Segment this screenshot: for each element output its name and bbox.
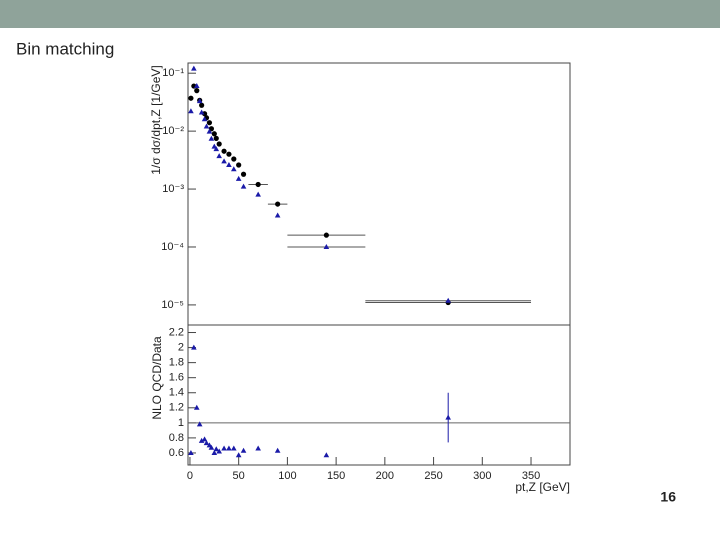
y-tick-label: 10⁻⁵ [161, 299, 184, 311]
y-tick-label: 1.6 [169, 372, 184, 384]
y-tick-label: 0.6 [169, 447, 184, 459]
data-point [188, 95, 194, 101]
prediction-point [193, 404, 200, 410]
data-point [211, 131, 217, 137]
prediction-point [211, 449, 218, 455]
y-tick-label: 10⁻² [162, 125, 184, 137]
x-axis-title: pt,Z [GeV] [515, 480, 570, 494]
prediction-point [274, 212, 281, 218]
prediction-point [206, 128, 213, 134]
prediction-point [226, 162, 232, 168]
prediction-point [445, 297, 451, 303]
prediction-point [445, 414, 451, 420]
data-point [221, 148, 227, 154]
y-axis-title: 1/σ dσ/dpt,Z [1/GeV] [149, 65, 163, 175]
prediction-point [193, 83, 200, 89]
data-point [236, 162, 242, 168]
page-number: 16 [660, 489, 676, 505]
y-tick-label: 1 [178, 417, 184, 429]
prediction-point [255, 191, 261, 197]
slide-title: Bin matching [16, 39, 114, 58]
x-tick-label: 150 [327, 470, 345, 482]
y-tick-label: 1.2 [169, 402, 184, 414]
prediction-point [221, 158, 227, 164]
prediction-point [235, 175, 242, 181]
y-tick-label: 2 [178, 341, 184, 353]
y-tick-label: 10⁻⁴ [161, 241, 184, 253]
y-tick-label: 10⁻³ [162, 183, 184, 195]
x-tick-label: 300 [473, 470, 491, 482]
data-point [231, 156, 237, 162]
data-point [275, 201, 281, 207]
prediction-point [231, 445, 237, 451]
prediction-point [196, 421, 203, 427]
prediction-point [235, 452, 242, 458]
y-tick-label: 0.8 [169, 432, 184, 444]
x-tick-label: 100 [278, 470, 296, 482]
prediction-point [191, 65, 197, 71]
y-tick-label: 2.2 [169, 326, 184, 338]
prediction-point [216, 153, 222, 159]
x-tick-label: 200 [376, 470, 394, 482]
data-point [213, 135, 219, 141]
x-tick-label: 0 [187, 470, 193, 482]
data-point [216, 141, 222, 147]
y-tick-label: 1.8 [169, 357, 184, 369]
data-point [240, 171, 247, 177]
prediction-point [221, 445, 227, 451]
data-point [255, 181, 261, 188]
data-point [206, 120, 213, 126]
prediction-point [203, 440, 210, 446]
prediction-point [323, 243, 330, 249]
header-bar [0, 0, 720, 28]
prediction-point [240, 183, 247, 189]
prediction-point [213, 146, 220, 152]
y-axis-title: NLO QCD/Data [150, 336, 164, 420]
prediction-point [255, 445, 261, 451]
plot-frame [187, 324, 571, 466]
data-point [323, 232, 329, 238]
prediction-point [198, 437, 205, 443]
prediction-point [188, 449, 194, 455]
x-tick-label: 50 [233, 470, 245, 482]
prediction-point [323, 452, 330, 458]
prediction-point [201, 116, 208, 122]
prediction-point [240, 447, 247, 453]
data-point [194, 88, 200, 94]
prediction-point [201, 436, 208, 442]
x-tick-label: 250 [424, 470, 442, 482]
prediction-point [274, 447, 281, 453]
prediction-point [213, 446, 220, 452]
prediction-point [196, 98, 203, 104]
prediction-point [191, 344, 197, 350]
prediction-point [188, 108, 194, 114]
prediction-point [203, 123, 210, 129]
prediction-point [208, 444, 215, 450]
prediction-point [216, 448, 222, 454]
prediction-point [198, 109, 205, 115]
data-point [199, 102, 205, 108]
data-point [226, 151, 232, 157]
prediction-point [226, 445, 232, 451]
y-tick-label: 10⁻¹ [162, 67, 184, 79]
x-tick-label: 350 [522, 470, 540, 482]
y-tick-label: 1.4 [169, 387, 184, 399]
prediction-point [208, 135, 215, 141]
prediction-point [231, 166, 237, 172]
